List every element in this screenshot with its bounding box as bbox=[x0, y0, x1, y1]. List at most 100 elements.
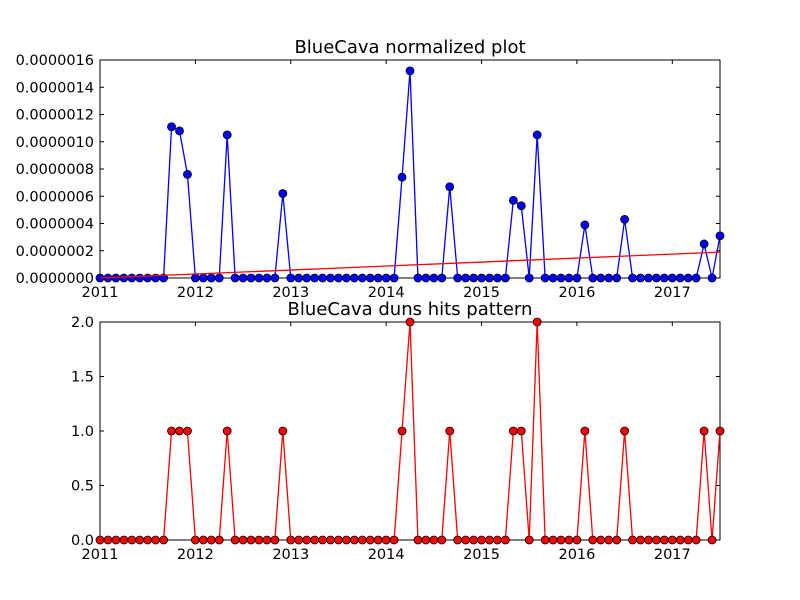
y-tick-label: 1.5 bbox=[71, 370, 94, 386]
data-point bbox=[381, 535, 391, 545]
data-point bbox=[302, 535, 312, 545]
x-tick-label: 2011 bbox=[82, 285, 119, 301]
x-tick-label: 2013 bbox=[272, 285, 309, 301]
y-tick-label: 1.0 bbox=[71, 424, 94, 440]
data-point bbox=[143, 273, 153, 283]
data-point bbox=[190, 535, 200, 545]
data-point bbox=[516, 426, 526, 436]
data-point bbox=[190, 273, 200, 283]
data-point bbox=[334, 273, 343, 283]
x-tick-label: 2017 bbox=[654, 285, 691, 301]
series-line bbox=[100, 70, 721, 279]
data-point bbox=[620, 426, 630, 436]
data-point bbox=[620, 215, 630, 224]
data-point bbox=[516, 201, 526, 211]
data-point bbox=[437, 535, 447, 545]
data-point bbox=[357, 535, 367, 545]
data-point bbox=[707, 273, 717, 283]
data-point bbox=[357, 273, 367, 283]
data-point bbox=[246, 273, 256, 283]
data-point bbox=[342, 535, 351, 545]
data-point bbox=[214, 535, 224, 545]
data-point bbox=[349, 273, 359, 283]
data-point bbox=[675, 273, 685, 283]
y-tick-label: 0.0000000 bbox=[16, 271, 94, 287]
chart-title: BlueCava duns hits pattern bbox=[288, 299, 533, 320]
data-point bbox=[119, 535, 129, 545]
duns-hits-plot: BlueCava duns hits pattern 2011 2012 2013 2… bbox=[71, 299, 725, 563]
data-point bbox=[469, 273, 478, 283]
data-point bbox=[508, 195, 518, 205]
data-point bbox=[461, 273, 471, 283]
data-point bbox=[604, 535, 614, 545]
data-point bbox=[596, 535, 606, 545]
data-point bbox=[278, 426, 288, 436]
data-point bbox=[524, 535, 534, 545]
data-point bbox=[111, 535, 121, 545]
y-tick-label: 0.0000004 bbox=[16, 217, 94, 233]
data-point bbox=[667, 273, 677, 283]
data-point bbox=[206, 273, 216, 283]
data-point bbox=[461, 535, 471, 545]
data-point bbox=[167, 122, 176, 132]
data-point bbox=[453, 273, 463, 283]
data-point bbox=[206, 535, 216, 545]
data-point bbox=[405, 317, 415, 327]
y-tick-label: 2.0 bbox=[71, 315, 94, 331]
data-point bbox=[127, 273, 137, 283]
data-point bbox=[175, 126, 184, 136]
data-point bbox=[683, 273, 693, 283]
x-tick-label: 2013 bbox=[272, 547, 309, 563]
data-point bbox=[453, 535, 463, 545]
x-tick-label: 2015 bbox=[463, 547, 500, 563]
data-point bbox=[652, 535, 661, 545]
data-point bbox=[556, 535, 566, 545]
data-point bbox=[310, 273, 320, 283]
data-point bbox=[95, 535, 105, 545]
data-point bbox=[238, 273, 248, 283]
data-point bbox=[349, 535, 359, 545]
data-point bbox=[365, 535, 375, 545]
data-point bbox=[135, 273, 145, 283]
data-point bbox=[262, 535, 272, 545]
x-tick-label: 2014 bbox=[368, 285, 405, 301]
data-point bbox=[326, 535, 335, 545]
data-point bbox=[636, 535, 645, 545]
data-point bbox=[103, 535, 113, 545]
data-point bbox=[175, 426, 184, 436]
data-point bbox=[540, 535, 550, 545]
series-0 bbox=[95, 66, 725, 283]
data-point bbox=[675, 535, 685, 545]
data-point bbox=[612, 535, 622, 545]
data-point bbox=[262, 273, 272, 283]
data-point bbox=[508, 426, 518, 436]
data-point bbox=[612, 273, 622, 283]
x-tick-label: 2016 bbox=[558, 285, 595, 301]
data-point bbox=[691, 273, 701, 283]
data-point bbox=[429, 535, 439, 545]
data-point bbox=[485, 273, 494, 283]
data-point bbox=[302, 273, 312, 283]
data-point bbox=[318, 273, 327, 283]
data-point bbox=[699, 239, 709, 249]
data-point bbox=[469, 535, 478, 545]
data-point bbox=[707, 535, 717, 545]
data-point bbox=[246, 535, 256, 545]
data-point bbox=[270, 273, 280, 283]
data-point bbox=[222, 426, 232, 436]
y-tick-label: 0.0000010 bbox=[16, 135, 94, 151]
data-point bbox=[167, 426, 176, 436]
data-point bbox=[477, 535, 486, 545]
data-point bbox=[580, 220, 590, 230]
series-line bbox=[99, 251, 721, 279]
y-tick-label: 0.0000016 bbox=[16, 53, 94, 69]
data-point bbox=[556, 273, 566, 283]
data-point bbox=[667, 535, 677, 545]
data-point bbox=[397, 426, 407, 436]
data-point bbox=[286, 535, 296, 545]
data-point bbox=[254, 273, 264, 283]
data-point bbox=[214, 273, 224, 283]
data-point bbox=[604, 273, 614, 283]
y-tick-label: 0.0000012 bbox=[16, 108, 94, 124]
data-point bbox=[564, 535, 574, 545]
